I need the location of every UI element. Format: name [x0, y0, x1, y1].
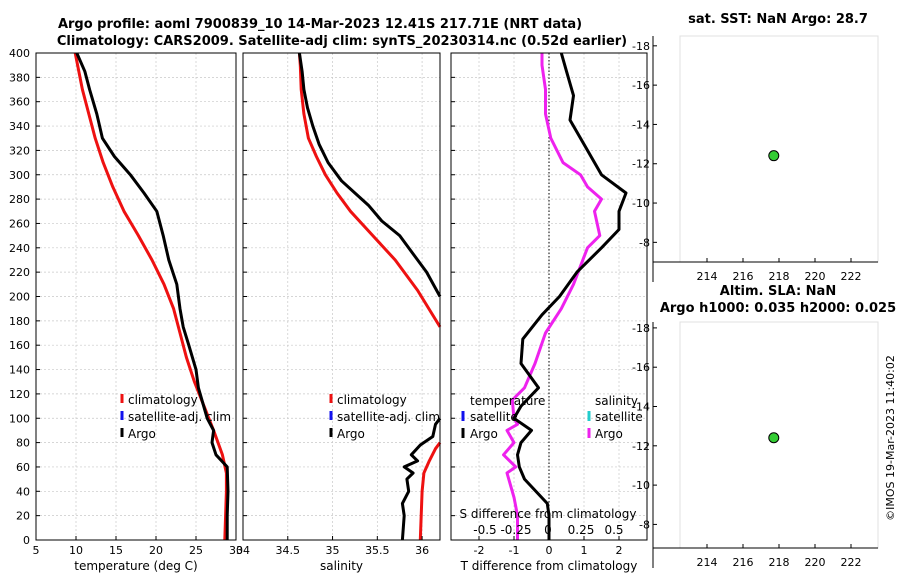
x-tick-label: 214: [697, 270, 718, 283]
x-tick-label: 214: [697, 556, 718, 569]
x2-tick-label: -0.5: [473, 523, 496, 537]
x-tick-label: 222: [841, 270, 862, 283]
y-tick-label: -12: [632, 440, 650, 453]
x-tick-label: 30: [229, 544, 243, 557]
y-tick-label: -10: [632, 197, 650, 210]
x-tick-label: 35: [326, 544, 340, 557]
y-tick-label: 0: [23, 534, 30, 547]
x2-tick-label: -0.25: [500, 523, 531, 537]
y-tick-label: -16: [632, 361, 650, 374]
y-tick-label: 300: [9, 169, 30, 182]
map-title: sat. SST: NaN Argo: 28.7: [688, 12, 868, 27]
figure-title-line1: Argo profile: aoml 7900839_10 14-Mar-202…: [58, 17, 582, 32]
y-tick-label: 140: [9, 364, 30, 377]
map-background: [679, 35, 879, 263]
x-tick-label: -2: [474, 544, 485, 557]
argo-location-marker: [768, 432, 780, 444]
y-tick-label: 80: [16, 437, 30, 450]
timestamp: ©IMOS 19-Mar-2023 11:40:02: [884, 355, 897, 521]
legend-label: climatology: [128, 393, 198, 407]
map-background: [679, 321, 879, 549]
plots: 5 10 15 20 25 3002040608010012014016018020022…: [9, 12, 896, 573]
y-tick-label: -18: [632, 322, 650, 335]
map-subtitle: Argo h1000: 0.035 h2000: 0.025: [660, 301, 896, 316]
x-tick-label: -1: [509, 544, 520, 557]
legend-label: satellite-adj. clim: [128, 410, 231, 424]
argo-location-marker: [768, 150, 780, 162]
x-axis-label: temperature (deg C): [74, 559, 197, 573]
y-tick-label: 240: [9, 242, 30, 255]
y-tick-label: 40: [16, 485, 30, 498]
figure-title-line2: Climatology: CARS2009. Satellite-adj cli…: [57, 34, 627, 49]
legend-label: Argo: [595, 427, 623, 441]
series-line-argo-deep: [297, 52, 442, 298]
y-tick-label: -10: [632, 479, 650, 492]
y-tick-label: 280: [9, 193, 30, 206]
legend-label: Argo: [470, 427, 498, 441]
x2-tick-label: 0.5: [604, 523, 623, 537]
x-axis-label: salinity: [320, 559, 363, 573]
y-tick-label: 320: [9, 144, 30, 157]
y-tick-label: 160: [9, 339, 30, 352]
x2-tick-label: 0.25: [568, 523, 595, 537]
x-tick-label: 34: [236, 544, 250, 557]
legend-title-temperature: temperature: [470, 394, 545, 408]
y-tick-label: 380: [9, 71, 30, 84]
series-line-argo: [75, 52, 230, 540]
y-tick-label: 220: [9, 266, 30, 279]
y-tick-label: 200: [9, 291, 30, 304]
legend-label: satellite-adj. clim: [337, 410, 440, 424]
x-tick-label: 20: [149, 544, 163, 557]
legend-label: satellite: [470, 410, 518, 424]
y-tick-label: -12: [632, 158, 650, 171]
map-title: Altim. SLA: NaN: [720, 284, 836, 299]
x-tick-label: 222: [841, 556, 862, 569]
legend-label: Argo: [128, 427, 156, 441]
x-tick-label: 220: [805, 556, 826, 569]
y-tick-label: -8: [639, 236, 650, 249]
x-tick-label: 1: [581, 544, 588, 557]
legend-label: climatology: [337, 393, 407, 407]
x-tick-label: 5: [33, 544, 40, 557]
x-axis-label: T difference from climatology: [460, 559, 638, 573]
series-line-t-difference-argo-: [512, 52, 628, 540]
series-line-s-difference-argo-: [502, 53, 603, 540]
y-tick-label: 400: [9, 47, 30, 60]
y-tick-label: -8: [639, 518, 650, 531]
y-tick-label: -16: [632, 79, 650, 92]
series-line-climatology: [418, 441, 442, 541]
y-tick-label: 20: [16, 510, 30, 523]
y-tick-label: 120: [9, 388, 30, 401]
y-tick-label: 360: [9, 96, 30, 109]
x-tick-label: 218: [769, 270, 790, 283]
x-tick-label: 218: [769, 556, 790, 569]
y-tick-label: 60: [16, 461, 30, 474]
x-tick-label: 36: [415, 544, 429, 557]
y-tick-label: 340: [9, 120, 30, 133]
x-tick-label: 34.5: [276, 544, 301, 557]
x-tick-label: 0: [546, 544, 553, 557]
x-tick-label: 220: [805, 270, 826, 283]
y-tick-label: -18: [632, 40, 650, 53]
x-tick-label: 15: [109, 544, 123, 557]
y-tick-label: -14: [632, 401, 650, 414]
y-tick-label: -14: [632, 118, 650, 131]
x2-axis-label: S difference from climatology: [460, 507, 637, 521]
legend-label: satellite: [595, 410, 643, 424]
series-line-argo: [400, 417, 442, 541]
legend-title-salinity: salinity: [595, 394, 638, 408]
x-tick-label: 25: [189, 544, 203, 557]
x-tick-label: 216: [733, 270, 754, 283]
legend-label: Argo: [337, 427, 365, 441]
x2-tick-label: 0: [544, 523, 552, 537]
x-tick-label: 2: [616, 544, 623, 557]
series-line-climatology-deep: [297, 52, 442, 328]
x-tick-label: 35.5: [365, 544, 390, 557]
y-tick-label: 100: [9, 412, 30, 425]
y-tick-label: 180: [9, 315, 30, 328]
y-tick-label: 260: [9, 217, 30, 230]
x-tick-label: 10: [69, 544, 83, 557]
x-tick-label: 216: [733, 556, 754, 569]
